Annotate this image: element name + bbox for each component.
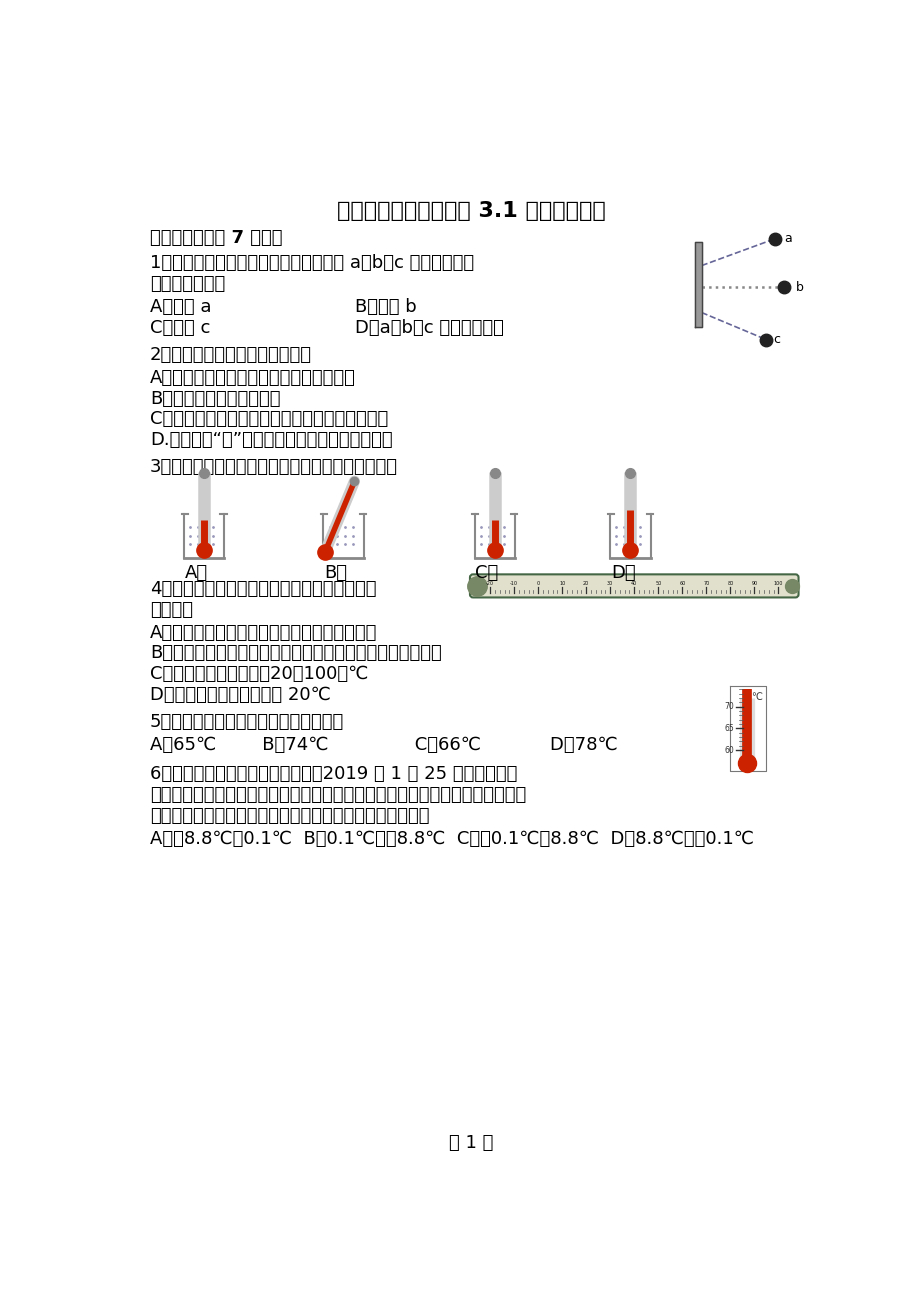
Text: b: b	[795, 281, 802, 294]
Text: 2．下列解释不正确的是（　　）: 2．下列解释不正确的是（ ）	[150, 345, 312, 363]
Text: 50: 50	[654, 581, 661, 586]
Text: B．: B．	[323, 564, 346, 582]
Text: 观测站和同安莲花镇观测站测到的最低温度，分别创下了厦门市岛内、外有气象: 观测站和同安莲花镇观测站测到的最低温度，分别创下了厦门市岛内、外有气象	[150, 786, 526, 805]
Text: 4．如图所示的温度计，关于它的说法正确的是: 4．如图所示的温度计，关于它的说法正确的是	[150, 579, 376, 598]
Text: 60: 60	[723, 746, 733, 754]
Text: -20: -20	[485, 581, 494, 586]
Text: C．方法 c: C．方法 c	[150, 319, 210, 337]
Text: C．该温度计的量程是（20－100）℃: C．该温度计的量程是（20－100）℃	[150, 665, 368, 684]
Text: a: a	[784, 232, 791, 245]
Text: 5．如图所示，温度计的示数是（　　）: 5．如图所示，温度计的示数是（ ）	[150, 713, 344, 730]
Text: B．船闸利用了连通器原理: B．船闸利用了连通器原理	[150, 389, 280, 408]
Text: -10: -10	[509, 581, 517, 586]
Text: A．65℃        B．74℃               C．66℃            D．78℃: A．65℃ B．74℃ C．66℃ D．78℃	[150, 736, 617, 754]
Text: 65: 65	[723, 724, 733, 733]
Text: A．－8.8℃、0.1℃  B．0.1℃、－8.8℃  C．－0.1℃、8.8℃  D．8.8℃、－0.1℃: A．－8.8℃、0.1℃ B．0.1℃、－8.8℃ C．－0.1℃、8.8℃ D…	[150, 829, 753, 848]
Text: A．方法 a: A．方法 a	[150, 298, 211, 316]
Text: A．该温度计是根据固体热胀冷缩的原理制成的: A．该温度计是根据固体热胀冷缩的原理制成的	[150, 624, 377, 642]
Text: C．飞机升力的产生利用了流体压强与流速的关系: C．飞机升力的产生利用了流体压强与流速的关系	[150, 410, 388, 428]
Text: 10: 10	[559, 581, 564, 586]
Text: 40: 40	[630, 581, 637, 586]
Text: 一．选择题（共 7 小题）: 一．选择题（共 7 小题）	[150, 229, 282, 247]
Text: 70: 70	[723, 702, 733, 711]
Text: ℃: ℃	[751, 693, 762, 702]
Text: B．方法 b: B．方法 b	[355, 298, 416, 316]
Text: 60: 60	[678, 581, 685, 586]
Text: 记录以来的最低值。你认为对应的值的温度分别是（　　）: 记录以来的最低值。你认为对应的值的温度分别是（ ）	[150, 807, 429, 825]
Text: D．该温度计此时的示数为 20℃: D．该温度计此时的示数为 20℃	[150, 686, 331, 704]
Text: A．水银温度计利用了液体热胀冷缩的规律: A．水银温度计利用了液体热胀冷缩的规律	[150, 368, 356, 387]
Text: C．: C．	[475, 564, 498, 582]
Text: 6．据厦门市气象部门发布的数据，2019 年 1 月 25 日，岛内动渡: 6．据厦门市气象部门发布的数据，2019 年 1 月 25 日，岛内动渡	[150, 766, 516, 784]
Text: 第 1 页: 第 1 页	[448, 1134, 494, 1152]
Text: 30: 30	[607, 581, 613, 586]
Text: 100: 100	[773, 581, 782, 586]
Text: 0: 0	[536, 581, 539, 586]
Text: 确的是（　　）: 确的是（ ）	[150, 275, 225, 293]
Text: 80: 80	[726, 581, 732, 586]
Text: D．a、b、c 三种方法都对: D．a、b、c 三种方法都对	[355, 319, 504, 337]
Text: 20: 20	[583, 581, 589, 586]
Text: 3．如图所示温度计的使用情况中正确的是（　　）: 3．如图所示温度计的使用情况中正确的是（ ）	[150, 458, 397, 477]
Text: D．: D．	[610, 564, 635, 582]
Text: 人教版八年级物理上册 3.1 温度同步练习: 人教版八年级物理上册 3.1 温度同步练习	[336, 201, 606, 221]
Text: 1．在观察温度计的示数时，如图所示的 a、b、c 三种方法，正: 1．在观察温度计的示数时，如图所示的 a、b、c 三种方法，正	[150, 254, 473, 272]
Text: 70: 70	[702, 581, 709, 586]
Text: A．: A．	[185, 564, 208, 582]
FancyBboxPatch shape	[470, 574, 798, 598]
Text: D.　用吸管“吸”饮料利用了液体内部压强的规律: D. 用吸管“吸”饮料利用了液体内部压强的规律	[150, 431, 392, 449]
Text: （　　）: （ ）	[150, 600, 193, 618]
Text: B．在使用该温度计测量物体温度时，可以离开被测物体读数: B．在使用该温度计测量物体温度时，可以离开被测物体读数	[150, 644, 441, 663]
Text: c: c	[773, 333, 780, 346]
Text: 90: 90	[751, 581, 756, 586]
